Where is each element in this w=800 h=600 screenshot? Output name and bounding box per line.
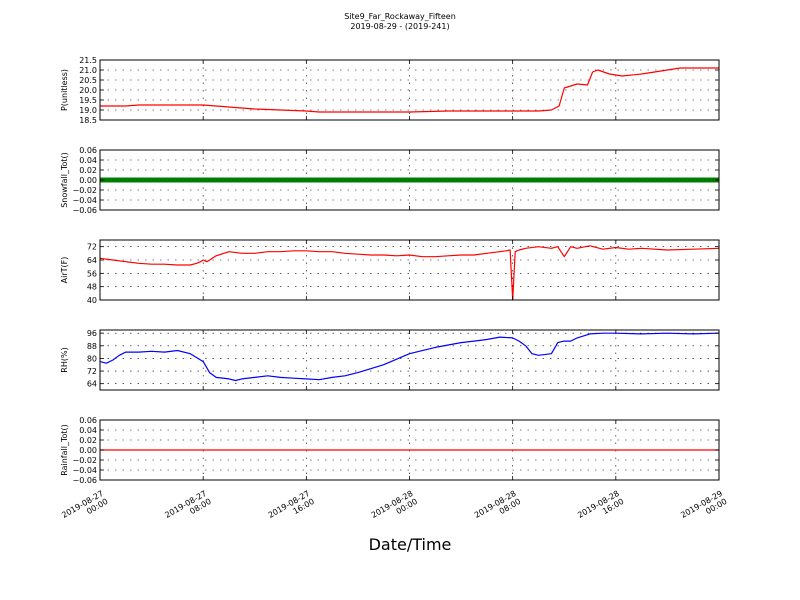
panel-3: 40 48 56 64 72 AirT(F) (60, 239, 720, 305)
y-tick-label: 0.00 (79, 446, 97, 455)
x-tick-label: 2019-08-2708:00 (163, 489, 212, 528)
series-line (100, 67, 719, 113)
y-tick-label: 80 (87, 354, 97, 363)
panel-5: −0.06−0.04−0.020.000.020.040.06 Rainfall_… (60, 416, 720, 485)
figure-subtitle: 2019-08-29 - (2019-241) (350, 22, 449, 31)
series-line (99, 332, 720, 382)
y-tick-label: 19.5 (79, 96, 97, 105)
x-tick-label: 2019-08-2816:00 (576, 489, 625, 528)
panels: 18.519.019.520.020.521.021.5 P(unitless) −… (60, 56, 720, 485)
y-tick-label: −0.02 (72, 456, 97, 465)
figure-title: Site9_Far_Rockaway_Fifteen (344, 12, 456, 21)
y-tick-label: −0.04 (72, 196, 97, 205)
y-tick-label: 64 (87, 256, 97, 265)
y-tick-label: 18.5 (79, 116, 97, 125)
y-tick-label: 88 (87, 342, 97, 351)
y-tick-label: 21.5 (79, 56, 97, 65)
series-line (99, 245, 720, 301)
x-tick-label: 2019-08-2800:00 (370, 489, 419, 528)
y-axis-label: P(unitless) (60, 69, 69, 111)
x-tick-label: 2019-08-2700:00 (60, 489, 109, 528)
y-tick-label: 56 (87, 269, 97, 278)
x-axis-label: Date/Time (369, 535, 452, 554)
y-axis-label: Rainfall_Tot() (60, 424, 69, 476)
y-tick-label: −0.06 (72, 476, 97, 485)
y-tick-label: −0.04 (72, 466, 97, 475)
panel-1: 18.519.019.520.020.521.021.5 P(unitless) (60, 56, 720, 125)
y-tick-label: 0.04 (79, 156, 97, 165)
y-tick-label: 96 (87, 329, 97, 338)
y-tick-label: −0.06 (72, 206, 97, 215)
x-tick-label: 2019-08-2900:00 (679, 489, 728, 528)
y-tick-label: 20.5 (79, 76, 97, 85)
panel-2: −0.06−0.04−0.020.000.020.040.06 Snowfall_… (60, 146, 720, 215)
y-tick-label: 72 (87, 367, 97, 376)
y-axis-label: AirT(F) (60, 257, 69, 284)
panel-4: 64 72 80 88 96 RH(%) (60, 329, 720, 391)
y-tick-label: 0.06 (79, 146, 97, 155)
y-tick-label: 0.02 (79, 166, 97, 175)
x-axis: 2019-08-2700:00 2019-08-2708:00 2019-08-27… (60, 489, 728, 528)
y-tick-label: 19.0 (79, 106, 97, 115)
y-tick-label: 72 (87, 243, 97, 252)
y-tick-label: 20.0 (79, 86, 97, 95)
y-tick-label: 64 (87, 380, 97, 389)
y-tick-label: 0.02 (79, 436, 97, 445)
y-axis-label: RH(%) (60, 347, 69, 372)
y-tick-label: 40 (87, 296, 97, 305)
y-tick-label: 0.00 (79, 176, 97, 185)
x-tick-label: 2019-08-2808:00 (473, 489, 522, 528)
y-tick-label: 21.0 (79, 66, 97, 75)
x-tick-label: 2019-08-2716:00 (267, 489, 316, 528)
y-tick-label: −0.02 (72, 186, 97, 195)
y-tick-label: 0.04 (79, 426, 97, 435)
y-axis-label: Snowfall_Tot() (60, 152, 69, 208)
y-tick-label: 0.06 (79, 416, 97, 425)
y-tick-label: 48 (87, 283, 97, 292)
